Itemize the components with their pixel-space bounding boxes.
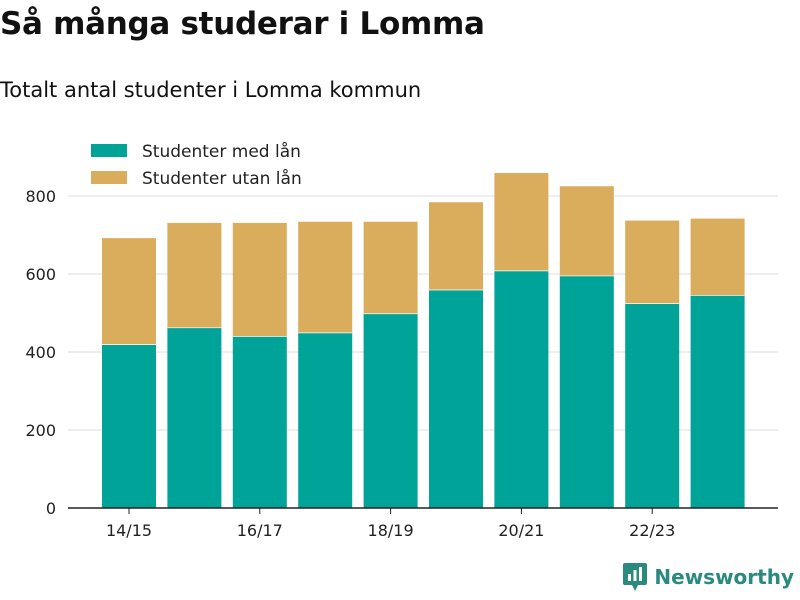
legend-swatch [91, 144, 127, 157]
x-tick-label: 14/15 [106, 521, 152, 540]
newsworthy-logo-icon [623, 563, 648, 591]
x-tick-label: 20/21 [498, 521, 544, 540]
bar-segment [232, 336, 287, 508]
bar-segment [232, 222, 287, 337]
bar-segment [559, 186, 614, 276]
bar-segment [559, 275, 614, 508]
bar-segment [494, 270, 549, 508]
brand-name: Newsworthy [654, 565, 794, 589]
x-tick-label: 16/17 [237, 521, 283, 540]
legend-swatch [91, 171, 127, 184]
bar-segment [102, 344, 156, 508]
bar-segment [625, 303, 680, 508]
legend-label: Studenter utan lån [142, 168, 302, 189]
bar-segment [429, 289, 483, 508]
brand-logo: Newsworthy [622, 562, 794, 592]
legend-label: Studenter med lån [142, 141, 301, 162]
chart-title: Så många studerar i Lomma [0, 6, 485, 42]
bar-segment [167, 327, 222, 508]
bar-segment [494, 172, 549, 271]
bar-segment [102, 238, 156, 345]
bar-segment [363, 221, 418, 314]
y-tick-label: 200 [25, 421, 56, 440]
bar-segment [625, 220, 680, 304]
x-tick-label: 18/19 [368, 521, 414, 540]
y-tick-label: 400 [25, 343, 56, 362]
bar-segment [429, 202, 483, 290]
y-tick-label: 0 [46, 499, 56, 518]
y-tick-label: 800 [25, 187, 56, 206]
y-tick-label: 600 [25, 265, 56, 284]
x-tick-label: 22/23 [629, 521, 675, 540]
bar-segment [298, 221, 353, 333]
bar-segment [690, 218, 745, 296]
bar-segment [167, 222, 222, 328]
bar-segment [298, 332, 353, 508]
bar-segment [363, 313, 418, 508]
bar-segment [690, 295, 745, 508]
chart-subtitle: Totalt antal studenter i Lomma kommun [0, 78, 422, 102]
